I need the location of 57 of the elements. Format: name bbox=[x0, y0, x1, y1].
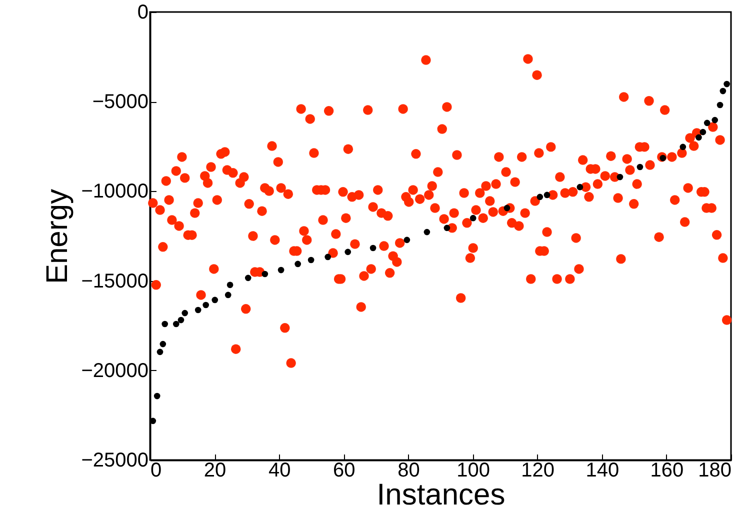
point bbox=[704, 120, 710, 126]
y-tick-label: −25000 bbox=[81, 450, 148, 472]
point bbox=[636, 164, 644, 170]
x-tick-label: 100 bbox=[456, 460, 490, 482]
point bbox=[536, 194, 544, 200]
point bbox=[504, 204, 510, 212]
point bbox=[716, 102, 724, 108]
y-tick-label: −10000 bbox=[81, 180, 148, 203]
point bbox=[470, 214, 476, 222]
point bbox=[202, 302, 210, 308]
x-tick-label: 160 bbox=[650, 460, 684, 482]
x-tick-label: 60 bbox=[333, 460, 356, 482]
point bbox=[424, 228, 430, 236]
point bbox=[278, 266, 284, 274]
point bbox=[262, 270, 268, 278]
x-tick-label: 40 bbox=[268, 460, 291, 482]
point bbox=[162, 320, 168, 328]
point bbox=[308, 256, 314, 264]
x-axis-title: Instances bbox=[376, 478, 506, 512]
y-axis-title: Energy bbox=[41, 188, 74, 284]
point bbox=[224, 292, 232, 298]
point bbox=[160, 340, 166, 348]
x-tick-label: 180 bbox=[698, 460, 732, 482]
point bbox=[724, 80, 730, 88]
point bbox=[544, 192, 550, 198]
x-tick-label: 140 bbox=[586, 460, 620, 482]
point bbox=[404, 236, 410, 244]
x-tick-label: 80 bbox=[398, 460, 420, 482]
point bbox=[172, 320, 180, 328]
point bbox=[576, 184, 584, 190]
point bbox=[212, 296, 218, 304]
point bbox=[182, 310, 188, 316]
y-tick-label: 0 bbox=[137, 2, 148, 24]
point bbox=[680, 144, 686, 150]
point bbox=[720, 88, 726, 94]
x-tick-label: 120 bbox=[521, 460, 555, 482]
point bbox=[660, 154, 666, 162]
point bbox=[154, 392, 160, 400]
x-tick-label: 20 bbox=[204, 460, 226, 482]
point bbox=[178, 316, 184, 324]
point bbox=[324, 254, 332, 260]
point bbox=[194, 306, 202, 314]
point bbox=[700, 128, 706, 136]
point bbox=[156, 348, 164, 356]
point bbox=[616, 174, 624, 180]
point bbox=[244, 274, 252, 282]
y-tick-label: −5000 bbox=[92, 91, 148, 114]
x-tick-label: 0 bbox=[150, 460, 162, 482]
point bbox=[696, 134, 702, 141]
point bbox=[444, 224, 450, 232]
y-tick-label: −20000 bbox=[81, 360, 148, 382]
point bbox=[712, 116, 718, 124]
point bbox=[344, 248, 352, 256]
y-tick-label: −15000 bbox=[81, 270, 148, 292]
point bbox=[294, 260, 301, 268]
point bbox=[370, 244, 376, 252]
point bbox=[226, 282, 234, 288]
